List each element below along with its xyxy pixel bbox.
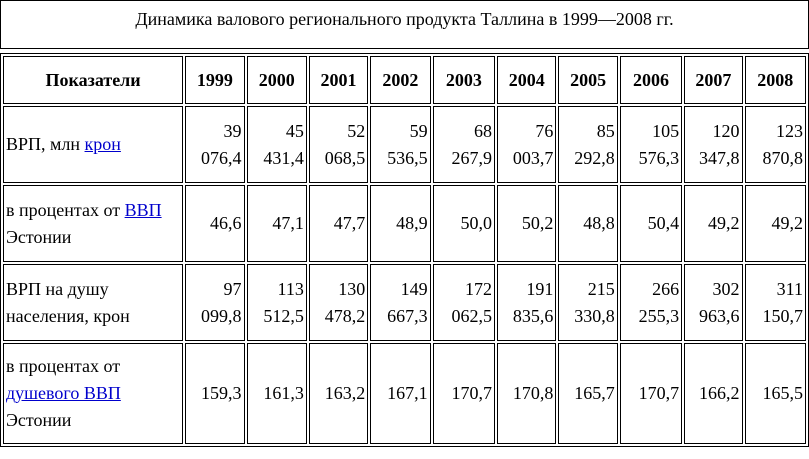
- value-cell: 113 512,5: [246, 264, 307, 341]
- header-cell: 2005: [558, 56, 618, 104]
- value-cell: 163,2: [308, 343, 369, 444]
- value-cell: 149 667,3: [370, 264, 431, 341]
- data-row: в процентах от ВВП Эстонии 46,6 47,1 47,7 48…: [3, 185, 806, 262]
- value-cell: 215 330,8: [558, 264, 618, 341]
- value-cell: 191 835,6: [497, 264, 557, 341]
- value-cell: 76 003,7: [497, 106, 557, 183]
- value-cell: 47,7: [308, 185, 369, 262]
- value-cell: 59 536,5: [370, 106, 431, 183]
- label-text: в процентах от: [6, 199, 125, 220]
- value-cell: 45 431,4: [246, 106, 307, 183]
- value-cell: 39 076,4: [185, 106, 245, 183]
- header-row: Показатели 1999 2000 2001 2002 2003 2004 2005 20…: [3, 56, 806, 104]
- value-cell: 170,7: [619, 343, 683, 444]
- value-cell: 120 347,8: [684, 106, 743, 183]
- value-cell: 50,4: [619, 185, 683, 262]
- value-cell: 167,1: [370, 343, 431, 444]
- caption: Динамика валового регионального продукта…: [0, 0, 809, 49]
- row-label: ВРП на душу населения, крон: [3, 264, 184, 341]
- value-cell: 170,7: [432, 343, 496, 444]
- value-cell: 161,3: [246, 343, 307, 444]
- header-cell: 2008: [744, 56, 806, 104]
- value-cell: 97 099,8: [185, 264, 245, 341]
- link[interactable]: ВВП: [124, 199, 162, 220]
- header-cell: 2000: [246, 56, 307, 104]
- header-cell: Показатели: [3, 56, 184, 104]
- data-row: ВРП на душу населения, крон 97 099,8 113 5…: [3, 264, 806, 341]
- value-cell: 311 150,7: [744, 264, 806, 341]
- value-cell: 165,7: [558, 343, 618, 444]
- header-cell: 2002: [370, 56, 431, 104]
- value-cell: 49,2: [744, 185, 806, 262]
- value-cell: 165,5: [744, 343, 806, 444]
- header-cell: 1999: [185, 56, 245, 104]
- value-cell: 48,8: [558, 185, 618, 262]
- value-cell: 170,8: [497, 343, 557, 444]
- label-text: в процентах от: [6, 356, 121, 376]
- value-cell: 172 062,5: [432, 264, 496, 341]
- link[interactable]: крон: [84, 134, 121, 154]
- label-text: Эстонии: [6, 226, 72, 247]
- value-cell: 68 267,9: [432, 106, 496, 183]
- header-cell: 2007: [684, 56, 743, 104]
- data-row: в процентах от душевого ВВП Эстонии 159,3…: [3, 343, 806, 444]
- value-cell: 47,1: [246, 185, 307, 262]
- label-text: ВРП, млн: [6, 134, 85, 154]
- value-cell: 48,9: [370, 185, 431, 262]
- value-cell: 159,3: [185, 343, 245, 444]
- value-cell: 166,2: [684, 343, 743, 444]
- value-cell: 46,6: [185, 185, 245, 262]
- value-cell: 85 292,8: [558, 106, 618, 183]
- header-cell: 2001: [308, 56, 369, 104]
- table: Показатели 1999 2000 2001 2002 2003 2004 2005 20…: [0, 53, 809, 447]
- row-label: ВРП, млн крон: [3, 106, 184, 183]
- value-cell: 105 576,3: [619, 106, 683, 183]
- value-cell: 123 870,8: [744, 106, 806, 183]
- value-cell: 50,2: [497, 185, 557, 262]
- value-cell: 130 478,2: [308, 264, 369, 341]
- header-cell: 2004: [497, 56, 557, 104]
- row-label: в процентах от душевого ВВП Эстонии: [3, 343, 184, 444]
- value-cell: 50,0: [432, 185, 496, 262]
- data-row: ВРП, млн крон 39 076,4 45 431,4 52 068,5 59 …: [3, 106, 806, 183]
- value-cell: 266 255,3: [619, 264, 683, 341]
- value-cell: 52 068,5: [308, 106, 369, 183]
- value-cell: 49,2: [684, 185, 743, 262]
- link[interactable]: душевого ВВП: [6, 383, 121, 403]
- label-text: ВРП на душу населения, крон: [6, 278, 130, 326]
- value-cell: 302 963,6: [684, 264, 743, 341]
- row-label: в процентах от ВВП Эстонии: [3, 185, 184, 262]
- header-cell: 2006: [619, 56, 683, 104]
- label-text: Эстонии: [6, 410, 72, 430]
- header-cell: 2003: [432, 56, 496, 104]
